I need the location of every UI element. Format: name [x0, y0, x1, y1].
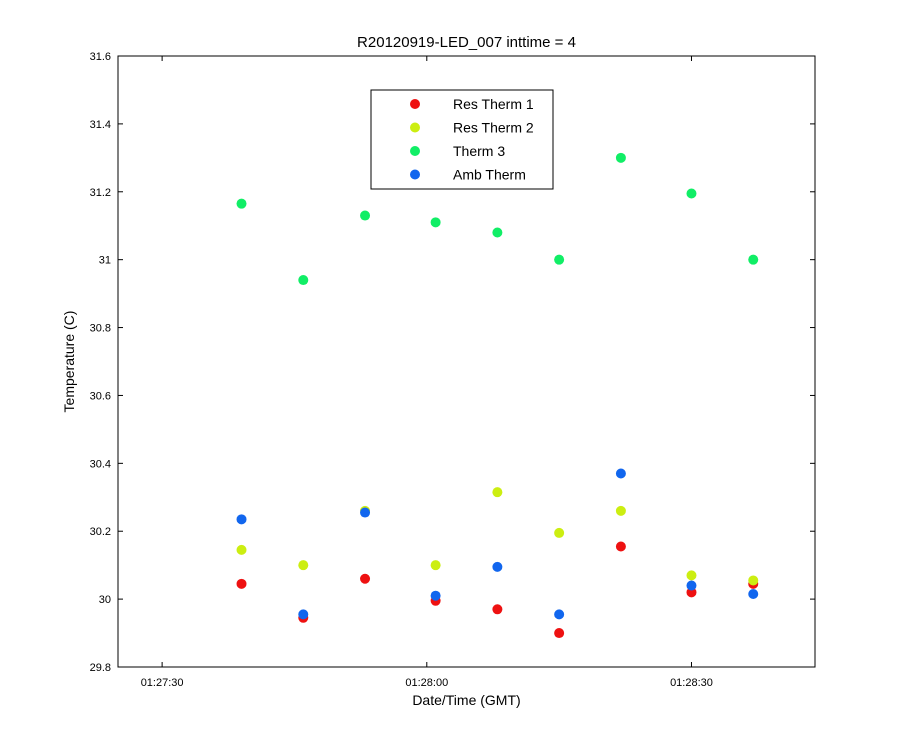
point-amb-therm: [554, 609, 565, 620]
point-res-therm-1: [554, 628, 565, 639]
legend-marker: [410, 122, 420, 133]
point-res-therm-1: [360, 573, 371, 584]
point-res-therm-2: [748, 575, 759, 586]
point-therm-3: [554, 254, 565, 265]
legend-marker: [410, 146, 420, 156]
y-tick-label: 31.4: [90, 119, 111, 131]
chart-title: R20120919-LED_007 inttime = 4: [357, 34, 576, 51]
point-therm-3: [748, 254, 759, 265]
y-tick-label: 31.6: [90, 51, 111, 63]
y-tick-label: 30.2: [90, 526, 111, 538]
y-axis: 29.8 30 30.2 30.4 30.6 30.8 31 31.2 31.4 31.6: [90, 51, 815, 674]
point-res-therm-2: [615, 505, 626, 516]
legend-label: Therm 3: [453, 143, 505, 159]
legend-label: Res Therm 2: [453, 120, 534, 136]
point-amb-therm: [430, 590, 441, 601]
legend-marker: [410, 99, 420, 109]
x-tick-label: 01:27:30: [141, 677, 184, 689]
point-therm-3: [492, 227, 503, 238]
y-tick-label: 31: [99, 255, 111, 267]
point-amb-therm: [298, 609, 309, 620]
y-tick-label: 30: [99, 594, 111, 606]
point-res-therm-2: [236, 544, 247, 555]
legend-label: Amb Therm: [453, 167, 526, 183]
y-axis-label: Temperature (C): [61, 311, 77, 413]
y-tick-label: 31.2: [90, 187, 111, 199]
point-therm-3: [430, 217, 441, 228]
point-res-therm-2: [686, 570, 697, 581]
point-therm-3: [360, 210, 371, 221]
point-res-therm-1: [236, 578, 247, 589]
point-res-therm-2: [492, 487, 503, 498]
legend-marker: [410, 169, 420, 180]
y-tick-label: 30.8: [90, 323, 111, 335]
point-res-therm-2: [298, 560, 309, 571]
y-tick-label: 30.6: [90, 390, 111, 402]
point-therm-3: [298, 275, 309, 286]
point-res-therm-2: [554, 527, 565, 538]
y-tick-label: 30.4: [90, 458, 111, 470]
point-therm-3: [615, 152, 626, 163]
point-therm-3: [686, 188, 697, 199]
point-res-therm-2: [430, 560, 441, 571]
point-amb-therm: [492, 561, 503, 572]
point-amb-therm: [686, 580, 697, 591]
point-therm-3: [236, 198, 247, 209]
point-amb-therm: [360, 507, 371, 518]
x-tick-label: 01:28:30: [670, 677, 713, 689]
point-amb-therm: [615, 468, 626, 479]
legend-box: [370, 89, 554, 190]
point-amb-therm: [236, 514, 247, 525]
x-axis-label: Date/Time (GMT): [412, 692, 520, 708]
data-points: [236, 152, 759, 639]
point-res-therm-1: [615, 541, 626, 552]
y-tick-label: 29.8: [90, 662, 111, 674]
point-amb-therm: [748, 589, 759, 600]
plot-frame: [117, 55, 816, 668]
x-axis: 01:27:30 01:28:00 01:28:30: [141, 56, 713, 689]
legend-label: Res Therm 1: [453, 96, 534, 112]
legend: Res Therm 1 Res Therm 2 Therm 3 Amb Therm: [370, 89, 554, 190]
x-tick-label: 01:28:00: [405, 677, 448, 689]
point-res-therm-1: [492, 604, 503, 615]
